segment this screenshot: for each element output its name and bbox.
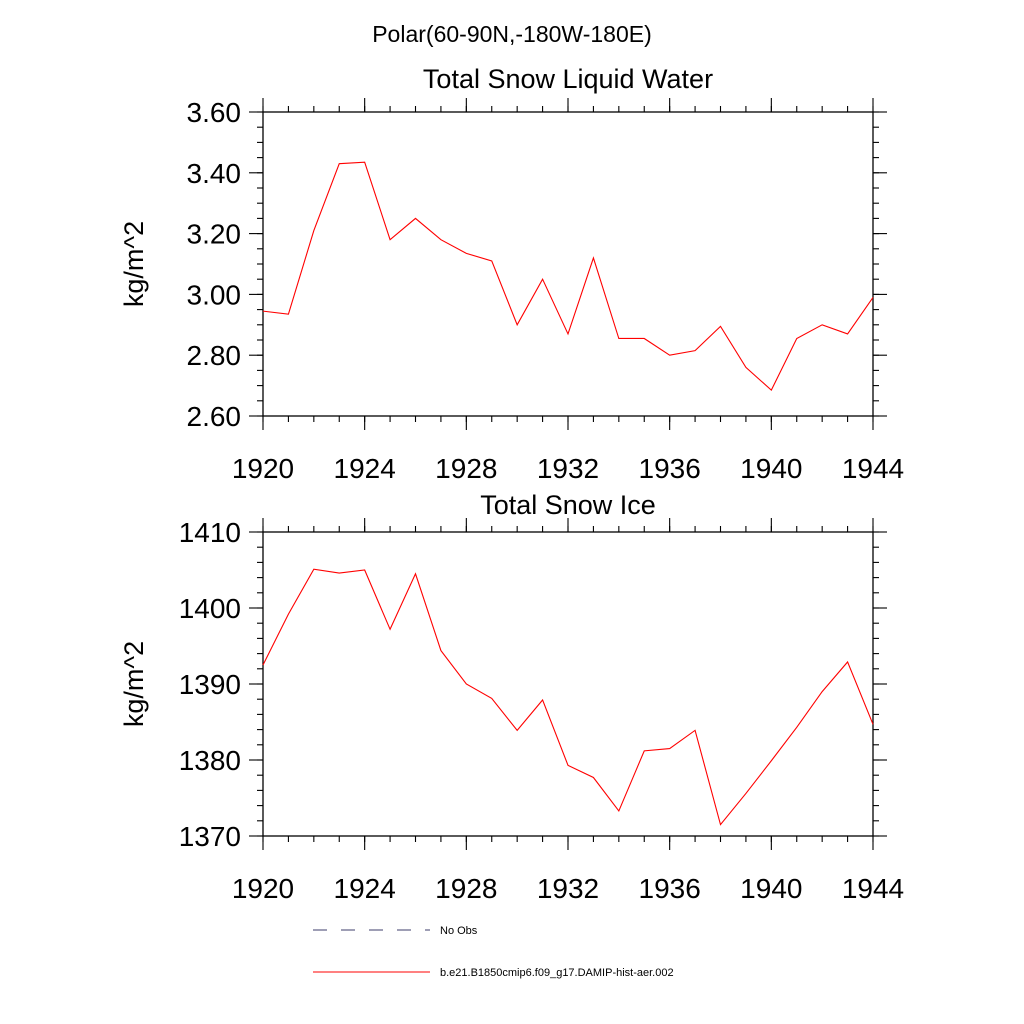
figure-title: Polar(60-90N,-180W-180E)	[372, 21, 652, 47]
y-tick-label: 3.20	[187, 219, 242, 250]
x-tick-label: 1936	[639, 873, 701, 904]
y-tick-label: 2.60	[187, 401, 242, 432]
y-tick-label: 1390	[179, 669, 241, 700]
axis-ticks: 2.60 2.80 3.00 3.20 3.40 3.60 1920 1924 1928 1932…	[187, 97, 905, 484]
plot-frame	[262, 531, 874, 837]
x-tick-label: 1924	[334, 873, 396, 904]
x-tick-label: 1940	[740, 453, 802, 484]
series-line	[262, 161, 874, 392]
y-tick-label: 1410	[179, 517, 241, 548]
y-tick-label: 3.40	[187, 158, 242, 189]
legend-label-model: b.e21.B1850cmip6.f09_g17.DAMIP-hist-aer.…	[440, 967, 674, 979]
series-line	[262, 568, 874, 826]
legend: No Obs b.e21.B1850cmip6.f09_g17.DAMIP-hi…	[313, 925, 674, 979]
panel-total-snow-liquid-water: Total Snow Liquid Water kg/m^2 2.60 2.80 3…	[119, 64, 904, 484]
y-tick-label: 3.00	[187, 279, 242, 310]
y-tick-label: 1370	[179, 821, 241, 852]
y-tick-label: 1380	[179, 745, 241, 776]
x-tick-label: 1932	[537, 873, 599, 904]
series-layer	[262, 568, 874, 826]
x-tick-label: 1920	[232, 873, 294, 904]
panel-title: Total Snow Liquid Water	[423, 64, 713, 94]
y-axis-label: kg/m^2	[119, 221, 149, 307]
x-tick-label: 1944	[842, 873, 904, 904]
panel-total-snow-ice: Total Snow Ice kg/m^2 1370 1380 1390 1400 14…	[119, 490, 904, 904]
x-tick-label: 1940	[740, 873, 802, 904]
panel-title: Total Snow Ice	[480, 490, 656, 520]
series-layer	[262, 161, 874, 392]
legend-label-no-obs: No Obs	[440, 925, 478, 937]
y-tick-label: 3.60	[187, 97, 242, 128]
x-tick-label: 1920	[232, 453, 294, 484]
x-tick-label: 1928	[435, 453, 497, 484]
x-tick-label: 1944	[842, 453, 904, 484]
axis-ticks: 1370 1380 1390 1400 1410 1920 1924 1928 1932 1936…	[179, 517, 904, 904]
y-tick-label: 2.80	[187, 340, 242, 371]
y-axis-label: kg/m^2	[119, 641, 149, 727]
x-tick-label: 1936	[639, 453, 701, 484]
x-tick-label: 1928	[435, 873, 497, 904]
y-tick-label: 1400	[179, 593, 241, 624]
x-tick-label: 1932	[537, 453, 599, 484]
x-tick-label: 1924	[334, 453, 396, 484]
